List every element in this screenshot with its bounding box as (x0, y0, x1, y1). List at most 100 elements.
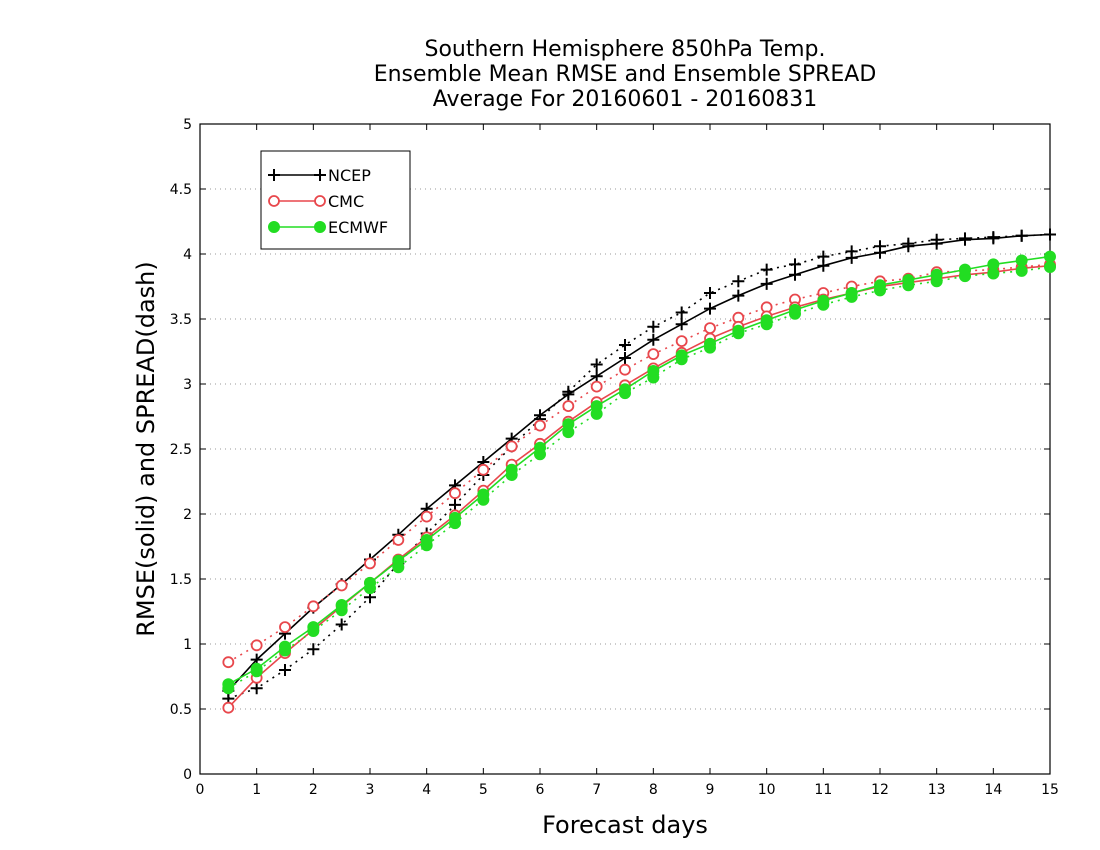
rmse-point-ncep (647, 333, 660, 346)
spread-point-ncep (335, 618, 348, 631)
legend-marker-cmc (314, 195, 326, 207)
rmse-point-ncep (590, 370, 603, 383)
spread-point-cmc (590, 380, 603, 393)
x-tick-label: 9 (706, 782, 715, 798)
rmse-point-ecmwf (845, 287, 858, 299)
spread-point-cmc (279, 621, 291, 633)
rmse-point-cmc (222, 701, 235, 714)
x-tick-label: 11 (814, 782, 832, 798)
y-tick-label: 3.5 (170, 312, 192, 328)
rmse-point-ecmwf (902, 274, 915, 286)
rmse-point-ecmwf (505, 463, 518, 476)
rmse-point-ecmwf (789, 303, 801, 316)
spread-line-ecmwf (227, 266, 1051, 689)
rmse-point-ncep (675, 318, 688, 331)
spread-point-ncep (307, 643, 320, 656)
legend-box (260, 150, 411, 250)
spread-point-cmc (335, 579, 348, 592)
y-tick-label: 2 (183, 507, 192, 523)
x-axis-label: Forecast days (542, 811, 708, 839)
spread-point-cmc (619, 363, 631, 376)
spread-point-ecmwf (1015, 264, 1028, 277)
chart-title-line-2: Ensemble Mean RMSE and Ensemble SPREAD (373, 62, 877, 87)
rmse-line-ecmwf (227, 255, 1051, 686)
rmse-point-ecmwf (392, 554, 405, 567)
legend-marker-ncep (314, 169, 326, 181)
rmse-point-ecmwf (675, 349, 688, 362)
spread-point-ncep (250, 682, 263, 695)
legend-marker-ncep (268, 169, 280, 181)
rmse-point-ncep (760, 277, 773, 290)
spread-point-ncep (279, 664, 291, 676)
rmse-point-ncep (959, 233, 971, 246)
legend-label-cmc: CMC (328, 192, 364, 211)
legend: NCEP CMC ECMWF (260, 150, 411, 250)
legend-marker-cmc (268, 195, 280, 207)
rmse-point-ecmwf (1044, 250, 1056, 263)
rmse-point-ecmwf (420, 534, 433, 546)
y-tick-label: 1 (183, 637, 192, 653)
spread-point-cmc (250, 639, 263, 652)
spread-point-cmc (505, 440, 518, 453)
y-tick-label: 0.5 (170, 702, 192, 718)
spread-point-cmc (534, 419, 546, 432)
spread-point-cmc (704, 322, 716, 335)
rmse-point-ecmwf (647, 365, 660, 377)
y-tick-label: 1.5 (170, 572, 192, 588)
spread-point-cmc (449, 487, 461, 500)
spread-point-cmc (675, 335, 688, 348)
spread-point-ncep (647, 320, 660, 333)
chart-title-line-1: Southern Hemisphere 850hPa Temp. (424, 37, 826, 62)
rmse-point-ecmwf (874, 279, 886, 292)
rmse-point-ecmwf (222, 678, 235, 691)
rmse-point-ecmwf (335, 599, 348, 611)
rmse-point-ecmwf (562, 418, 575, 431)
rmse-point-ncep (789, 268, 801, 281)
y-tick-label: 4.5 (170, 182, 192, 198)
rmse-point-ncep (704, 302, 716, 315)
legend-label-ncep: NCEP (328, 166, 371, 185)
spread-point-ncep (760, 263, 773, 276)
rmse-point-ncep (902, 240, 915, 253)
spread-point-ncep (732, 275, 745, 288)
rmse-point-ecmwf (279, 640, 291, 653)
rmse-point-ecmwf (930, 268, 943, 281)
spread-point-ncep (449, 498, 461, 511)
y-tick-label: 4 (183, 247, 192, 263)
spread-point-ncep (590, 358, 603, 371)
rmse-point-ncep (534, 409, 546, 422)
rmse-point-ncep (874, 246, 886, 259)
x-tick-label: 14 (984, 782, 1002, 798)
chart-title-line-3: Average For 20160601 - 20160831 (432, 87, 818, 112)
spread-point-ncep (675, 306, 688, 319)
rmse-point-ncep (987, 232, 1000, 245)
spread-point-cmc (392, 534, 405, 546)
rmse-point-ecmwf (477, 488, 490, 501)
legend-label-ecmwf: ECMWF (328, 218, 388, 237)
x-tick-label: 10 (758, 782, 776, 798)
rmse-point-ecmwf (449, 511, 461, 524)
x-tick-label: 1 (252, 782, 261, 798)
rmse-point-ncep (1015, 229, 1028, 242)
spread-point-cmc (222, 656, 235, 669)
rmse-point-ncep (930, 237, 943, 250)
rmse-point-ecmwf (619, 383, 631, 396)
x-tick-label: 2 (309, 782, 318, 798)
rmse-point-ncep (845, 251, 858, 264)
rmse-point-ncep (562, 388, 575, 401)
rmse-point-ecmwf (817, 294, 830, 307)
spread-point-cmc (647, 348, 660, 361)
rmse-point-ecmwf (1015, 254, 1028, 267)
spread-point-cmc (562, 400, 575, 413)
spread-point-cmc (420, 510, 433, 523)
rmse-point-ncep (817, 259, 830, 272)
y-tick-label: 2.5 (170, 442, 192, 458)
rmse-line-ncep (227, 233, 1051, 692)
y-axis-label: RMSE(solid) and SPREAD(dash) (132, 261, 160, 637)
x-tick-label: 6 (536, 782, 545, 798)
rmse-point-ecmwf (307, 621, 320, 634)
rmse-point-ecmwf (590, 400, 603, 413)
x-tick-label: 15 (1041, 782, 1059, 798)
rmse-point-ncep (1044, 228, 1056, 241)
